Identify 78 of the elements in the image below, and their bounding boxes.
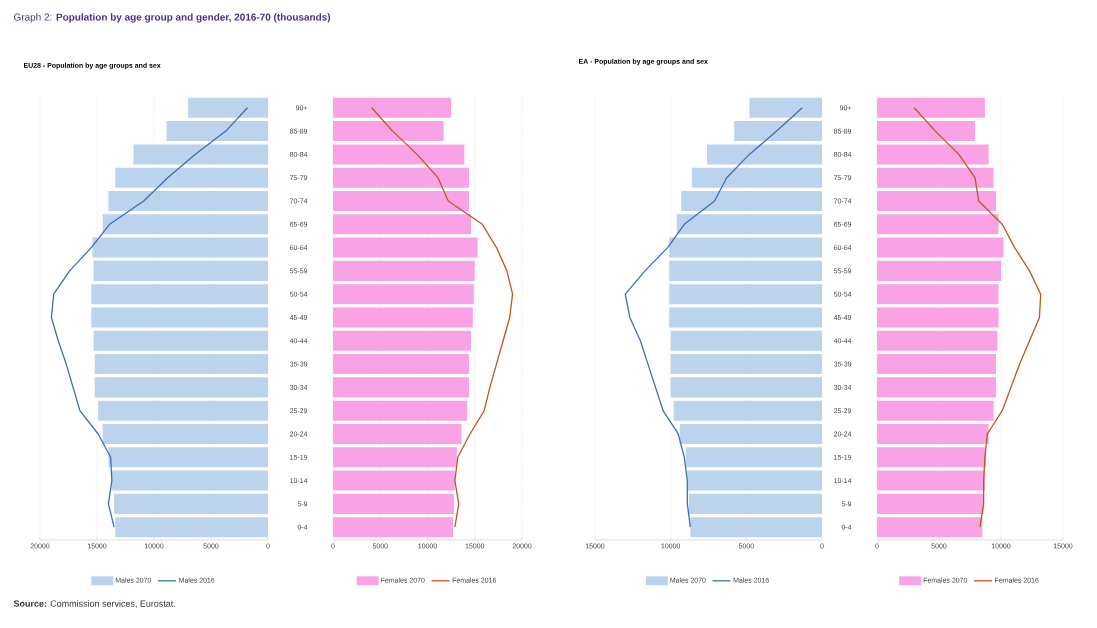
bar: [133, 144, 269, 165]
bar: [877, 517, 983, 538]
bar: [877, 377, 997, 398]
bar: [333, 493, 454, 514]
bar: [333, 400, 468, 421]
bar: [877, 144, 989, 165]
bar: [669, 260, 823, 281]
bar: [333, 517, 454, 538]
bar: [681, 190, 823, 212]
bar: [102, 423, 269, 444]
bar: [108, 190, 269, 212]
bar: [877, 284, 999, 305]
bar: [102, 214, 269, 235]
bar: [877, 260, 1002, 281]
text: Source: Commission services, Eurostat.: [13, 600, 175, 608]
bar: [93, 260, 269, 281]
bar: [333, 237, 478, 258]
bar: [877, 354, 997, 375]
bar: [877, 447, 987, 468]
bar: [877, 167, 994, 188]
bar: [670, 330, 823, 351]
bar: [670, 377, 823, 398]
bar: [333, 144, 465, 165]
bar: [877, 214, 999, 235]
bar: [166, 121, 269, 142]
bar: [98, 400, 269, 421]
bar: [115, 517, 269, 538]
bar: [333, 354, 470, 375]
bar: [188, 97, 269, 118]
bar: [877, 330, 998, 351]
bar: [669, 237, 823, 258]
bar: [333, 97, 452, 118]
bar: [690, 517, 823, 538]
bar: [877, 400, 994, 421]
bar: [687, 470, 823, 491]
bar: [91, 284, 269, 305]
bar: [333, 190, 470, 212]
bar: [670, 354, 823, 375]
bar: [333, 423, 462, 444]
bar: [877, 190, 997, 212]
chart-title: Graph 2: Population by age group and gender, 2016-70 (thousands): [14, 13, 331, 23]
bar: [688, 493, 823, 514]
bar: [676, 214, 823, 235]
bar: [108, 447, 269, 468]
bar: [691, 167, 823, 188]
bar: [92, 237, 269, 258]
bar: [333, 447, 457, 468]
bar: [877, 237, 1004, 258]
bar: [673, 400, 823, 421]
bar: [333, 284, 474, 305]
bar: [877, 423, 989, 444]
bar: [877, 121, 975, 142]
bar: [333, 214, 471, 235]
bar: [115, 167, 269, 188]
bar: [749, 97, 823, 118]
bar: [877, 493, 984, 514]
bar: [333, 330, 471, 351]
bar: [669, 284, 823, 305]
bar: [333, 121, 444, 142]
bar: [877, 470, 985, 491]
bar: [94, 377, 269, 398]
bar: [877, 97, 985, 118]
bar: [333, 260, 475, 281]
bar: [669, 307, 823, 328]
bar: [333, 167, 470, 188]
bar: [333, 377, 470, 398]
bar: [94, 354, 269, 375]
bar: [111, 470, 269, 491]
bar: [91, 307, 269, 328]
bar: [333, 470, 455, 491]
bar: [877, 307, 999, 328]
bar: [679, 423, 823, 444]
bar: [93, 330, 269, 351]
bar: [685, 447, 823, 468]
bar: [333, 307, 473, 328]
bar: [734, 121, 823, 142]
bar: [707, 144, 823, 165]
bar: [114, 493, 269, 514]
